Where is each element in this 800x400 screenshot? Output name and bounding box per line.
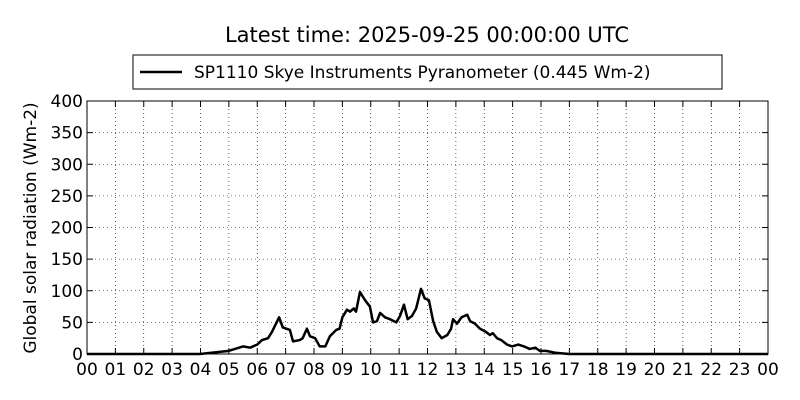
chart-title: Latest time: 2025-09-25 00:00:00 UTC — [225, 23, 629, 47]
y-axis-label: Global solar radiation (Wm-2) — [21, 102, 41, 353]
x-tick-label: 06 — [246, 360, 268, 380]
x-tick-label: 14 — [473, 360, 495, 380]
data-line — [87, 287, 768, 356]
x-tick-label: 08 — [303, 360, 325, 380]
y-tick-label: 50 — [61, 313, 83, 333]
x-tick-label: 15 — [502, 360, 524, 380]
x-tick-label: 23 — [729, 360, 751, 380]
y-tick-label: 250 — [51, 187, 83, 207]
x-tick-label: 00 — [76, 360, 98, 380]
y-tick-label: 300 — [51, 155, 83, 175]
y-tick-label: 400 — [51, 92, 83, 112]
y-tick-label: 350 — [51, 124, 83, 144]
x-tick-label: 16 — [530, 360, 552, 380]
x-tick-label: 03 — [161, 360, 183, 380]
y-tick-label: 0 — [72, 345, 83, 365]
legend-label: SP1110 Skye Instruments Pyranometer (0.4… — [194, 63, 651, 83]
x-tick-label: 20 — [644, 360, 666, 380]
x-tick-label: 00 — [757, 360, 779, 380]
y-tick-label: 100 — [51, 282, 83, 302]
x-tick-label: 22 — [700, 360, 722, 380]
x-tick-label: 05 — [218, 360, 240, 380]
y-tick-label: 200 — [51, 219, 83, 239]
x-tick-label: 09 — [332, 360, 354, 380]
x-tick-label: 10 — [360, 360, 382, 380]
x-tick-label: 21 — [672, 360, 694, 380]
x-tick-label: 04 — [190, 360, 212, 380]
x-tick-label: 17 — [559, 360, 581, 380]
x-tick-label: 07 — [275, 360, 297, 380]
x-tick-label: 19 — [615, 360, 637, 380]
legend-box — [132, 54, 723, 90]
x-tick-label: 13 — [445, 360, 467, 380]
x-tick-label: 12 — [417, 360, 439, 380]
legend: SP1110 Skye Instruments Pyranometer (0.4… — [132, 54, 723, 90]
plot-frame — [86, 100, 769, 355]
y-tick-label: 150 — [51, 250, 83, 270]
x-tick-label: 18 — [587, 360, 609, 380]
x-tick-label: 01 — [105, 360, 127, 380]
x-tick-label: 02 — [133, 360, 155, 380]
x-tick-label: 11 — [388, 360, 410, 380]
